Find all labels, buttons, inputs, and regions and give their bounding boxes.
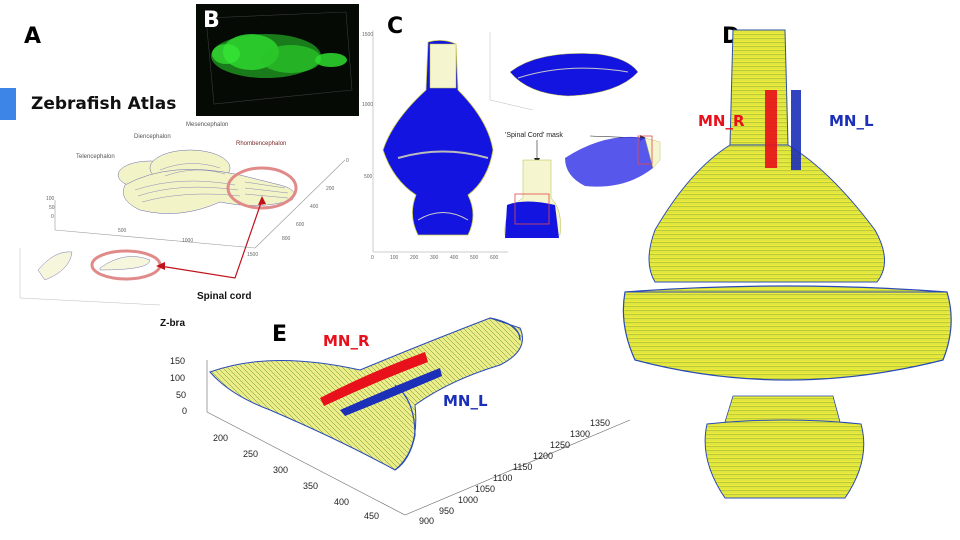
- c-x-tick-400: 400: [450, 255, 459, 261]
- a-x-tick-1500: 1500: [247, 252, 259, 258]
- region-label-telencephalon: Telencephalon: [76, 154, 115, 160]
- e-mn-left-cells: [340, 368, 442, 416]
- a-x-tick-500: 500: [118, 228, 127, 234]
- e-x-tick-1250: 1250: [550, 440, 571, 450]
- c-y-tick-1500: 1500: [362, 32, 374, 38]
- a-y-tick-400: 400: [310, 204, 319, 210]
- e-y-tick-300: 300: [273, 465, 289, 475]
- c-dorsal-view: [372, 30, 508, 253]
- e-y-tick-250: 250: [243, 449, 259, 459]
- c-x-tick-300: 300: [430, 255, 439, 261]
- a-y-tick-800: 800: [282, 236, 291, 242]
- e-y-tick-450: 450: [364, 511, 380, 521]
- a-y-tick-600: 600: [296, 222, 305, 228]
- e-x-tick-1100: 1100: [493, 473, 513, 483]
- panel-letter-a: A: [24, 24, 42, 49]
- e-3d-mesh: [206, 317, 631, 516]
- e-y-tick-400: 400: [334, 497, 350, 507]
- c-x-tick-0: 0: [371, 255, 374, 261]
- region-label-rhombencephalon: Rhombencephalon: [236, 141, 287, 147]
- d-mn-left-label: MN_L: [829, 112, 874, 130]
- e-x-tick-1000: 1000: [458, 495, 479, 505]
- c-y-tick-1000: 1000: [362, 102, 374, 108]
- panel-letter-e: E: [272, 322, 288, 347]
- e-mn-right-cells: [320, 352, 428, 406]
- e-x-tick-1150: 1150: [513, 462, 533, 472]
- d-mn-right-label: MN_R: [698, 112, 745, 130]
- a-z-tick-100: 100: [46, 196, 55, 202]
- mask-label: 'Spinal Cord' mask: [505, 132, 563, 139]
- e-y-tick-200: 200: [213, 433, 229, 443]
- panel-letter-c: C: [387, 14, 404, 39]
- panel-letter-b: B: [203, 8, 220, 33]
- a-z-tick-50: 50: [49, 205, 55, 211]
- accent-bar: [0, 88, 16, 120]
- panel-a-3d-brain: [19, 149, 346, 306]
- d-mn-left-cells: [791, 90, 801, 170]
- a-y-tick-200: 200: [326, 186, 335, 192]
- lower-views: [37, 251, 151, 281]
- c-mask-views: [504, 135, 661, 238]
- spinal-cord-label: Spinal cord: [197, 291, 252, 302]
- c-x-tick-500: 500: [470, 255, 479, 261]
- e-z-tick-150: 150: [170, 356, 186, 366]
- e-z-tick-0: 0: [182, 406, 188, 416]
- spinal-cord-highlight: [226, 166, 298, 210]
- e-x-tick-1200: 1200: [533, 451, 554, 461]
- e-x-tick-1300: 1300: [570, 429, 591, 439]
- e-x-tick-950: 950: [439, 506, 455, 516]
- zbrain-label: Z-bra: [160, 318, 185, 329]
- a-y-tick-0: 0: [346, 158, 349, 164]
- a-x-tick-1000: 1000: [182, 238, 194, 244]
- e-mn-left-label: MN_L: [443, 392, 488, 410]
- a-z-tick-0: 0: [51, 214, 54, 220]
- d-spinal-cord-mesh: [622, 29, 952, 499]
- c-x-tick-200: 200: [410, 255, 419, 261]
- e-mn-right-label: MN_R: [323, 332, 370, 350]
- brain-mesh: [117, 149, 295, 214]
- region-label-mesencephalon: Mesencephalon: [186, 122, 229, 128]
- c-x-tick-600: 600: [490, 255, 499, 261]
- c-3d-view-top: [489, 32, 639, 111]
- e-z-tick-100: 100: [170, 373, 186, 383]
- e-z-tick-50: 50: [176, 390, 187, 400]
- e-x-tick-900: 900: [419, 516, 435, 526]
- fluorescence-image: [196, 4, 359, 116]
- e-x-tick-1350: 1350: [590, 418, 611, 428]
- e-y-tick-350: 350: [303, 481, 319, 491]
- e-x-tick-1050: 1050: [475, 484, 496, 494]
- d-mn-right-cells: [765, 90, 777, 168]
- c-y-tick-500: 500: [364, 174, 373, 180]
- fluorescence-brain: [205, 11, 353, 105]
- atlas-title: Zebrafish Atlas: [31, 94, 177, 114]
- c-x-tick-100: 100: [390, 255, 399, 261]
- region-label-diencephalon: Diencephalon: [134, 134, 171, 140]
